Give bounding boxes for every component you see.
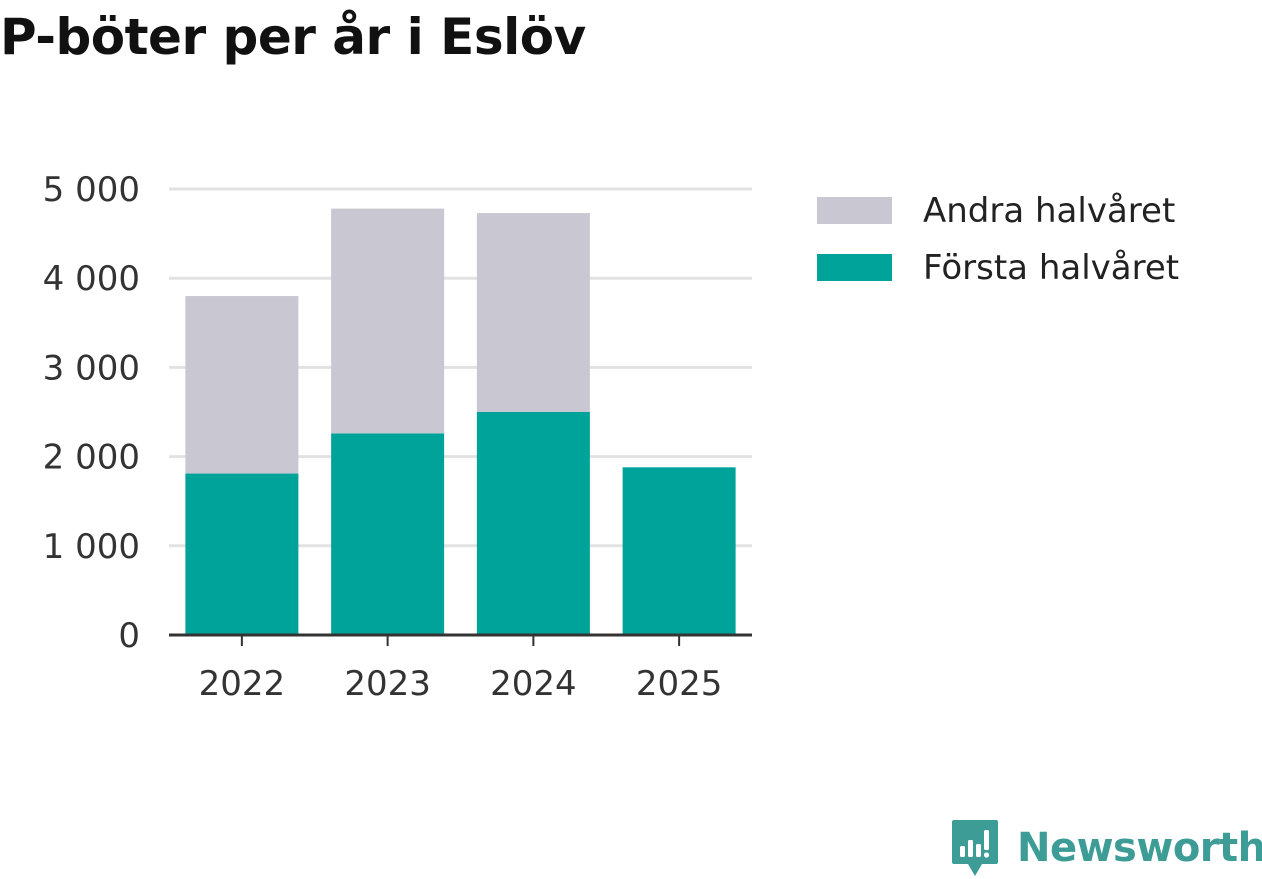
bars (185, 208, 736, 635)
bar-forsta-2023[interactable] (331, 433, 445, 635)
legend-swatch-andra (817, 197, 892, 224)
bar-andra-2022[interactable] (185, 296, 299, 474)
bar-forsta-2025[interactable] (622, 467, 736, 635)
y-tick-label: 5 000 (43, 170, 140, 210)
y-axis-labels: 0 1 000 2 000 3 000 4 000 5 000 (43, 170, 140, 656)
x-axis-labels: 2022 2023 2024 2025 (199, 664, 723, 704)
bar-andra-2023[interactable] (331, 208, 445, 434)
bar-forsta-2024[interactable] (476, 412, 590, 635)
legend-item-forsta[interactable]: Första halvåret (817, 239, 1179, 296)
y-tick-label: 2 000 (43, 438, 140, 478)
newsworthy-logo[interactable]: Newsworthy (951, 818, 1262, 878)
x-tick-label: 2024 (490, 664, 577, 704)
bar-forsta-2022[interactable] (185, 473, 299, 635)
newsworthy-logo-icon (952, 820, 998, 876)
newsworthy-logo-text: Newsworthy (1017, 825, 1262, 871)
x-tick-label: 2022 (199, 664, 286, 704)
y-tick-label: 1 000 (43, 527, 140, 567)
legend-label-andra: Andra halvåret (923, 190, 1176, 231)
y-tick-label: 0 (118, 616, 140, 656)
legend: Andra halvåret Första halvåret (817, 182, 1179, 296)
bar-andra-2024[interactable] (476, 213, 590, 412)
legend-item-andra[interactable]: Andra halvåret (817, 182, 1179, 239)
legend-label-forsta: Första halvåret (923, 247, 1180, 288)
legend-swatch-forsta (817, 254, 892, 281)
x-tick-label: 2023 (344, 664, 431, 704)
chart-title: P-böter per år i Eslöv (0, 8, 586, 66)
y-tick-label: 3 000 (43, 348, 140, 388)
axes (169, 633, 752, 646)
y-tick-label: 4 000 (43, 259, 140, 299)
x-tick-label: 2025 (636, 664, 723, 704)
